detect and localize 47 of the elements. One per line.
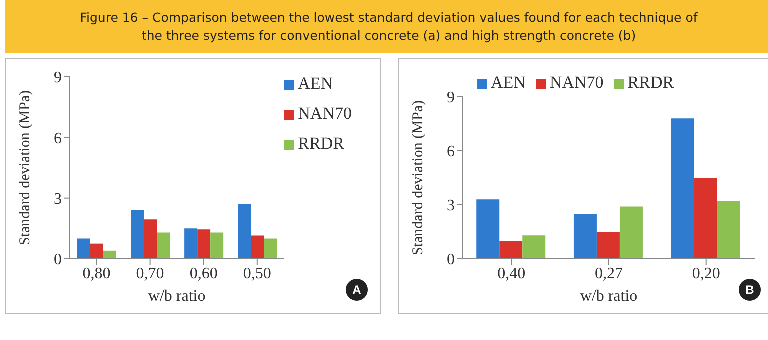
y-tick-label: 0 <box>54 252 62 269</box>
x-axis-title: w/b ratio <box>580 288 638 305</box>
y-tick-label: 3 <box>447 198 455 215</box>
x-tick-label: 0,40 <box>498 265 526 282</box>
bar <box>157 232 170 259</box>
bar <box>144 220 158 259</box>
x-tick-label: 0,60 <box>190 265 218 282</box>
bar <box>596 232 620 259</box>
legend-label: NAN70 <box>298 104 352 123</box>
bar <box>251 236 264 259</box>
text: Figure 16 – Comparison between the lowest standard deviation values found for each technique of the three systems for conventional concrete (a) and high strength concrete (b) <box>79 8 699 44</box>
bar <box>210 232 224 259</box>
bar <box>671 118 694 259</box>
bar <box>184 228 198 259</box>
x-tick-label: 0,27 <box>595 265 623 282</box>
x-tick-label: 0,20 <box>692 265 720 282</box>
bar <box>90 244 104 259</box>
legend-label: RRDR <box>298 134 344 153</box>
legend-label: AEN <box>491 73 526 92</box>
x-tick-label: 0,70 <box>136 265 164 282</box>
y-tick-label: 6 <box>54 130 62 148</box>
y-axis-title: Standard deviation (MPa) <box>410 100 426 256</box>
bar <box>198 230 211 259</box>
bar <box>522 236 546 259</box>
legend-label: NAN70 <box>550 73 604 92</box>
bar <box>500 241 523 259</box>
bar <box>264 238 278 259</box>
bar <box>103 250 116 259</box>
x-tick-label: 0,80 <box>82 265 111 282</box>
legend-label: RRDR <box>628 73 674 92</box>
y-tick-label: 9 <box>54 70 62 87</box>
y-tick-label: 0 <box>447 252 455 269</box>
x-axis-title: w/b ratio <box>148 288 206 305</box>
y-axis-title: Standard deviation (MPa) <box>17 90 34 246</box>
legend-label: AEN <box>298 74 334 93</box>
bar <box>717 201 740 259</box>
y-tick-label: 3 <box>54 191 62 208</box>
bar <box>131 210 144 259</box>
bar <box>574 214 597 259</box>
bar <box>476 200 500 259</box>
x-tick-label: 0,50 <box>243 265 272 282</box>
y-tick-label: 9 <box>447 90 455 107</box>
bar <box>238 204 252 259</box>
bar <box>620 206 643 259</box>
bar <box>694 178 718 259</box>
bar <box>77 238 90 259</box>
y-tick-label: 6 <box>447 144 455 161</box>
